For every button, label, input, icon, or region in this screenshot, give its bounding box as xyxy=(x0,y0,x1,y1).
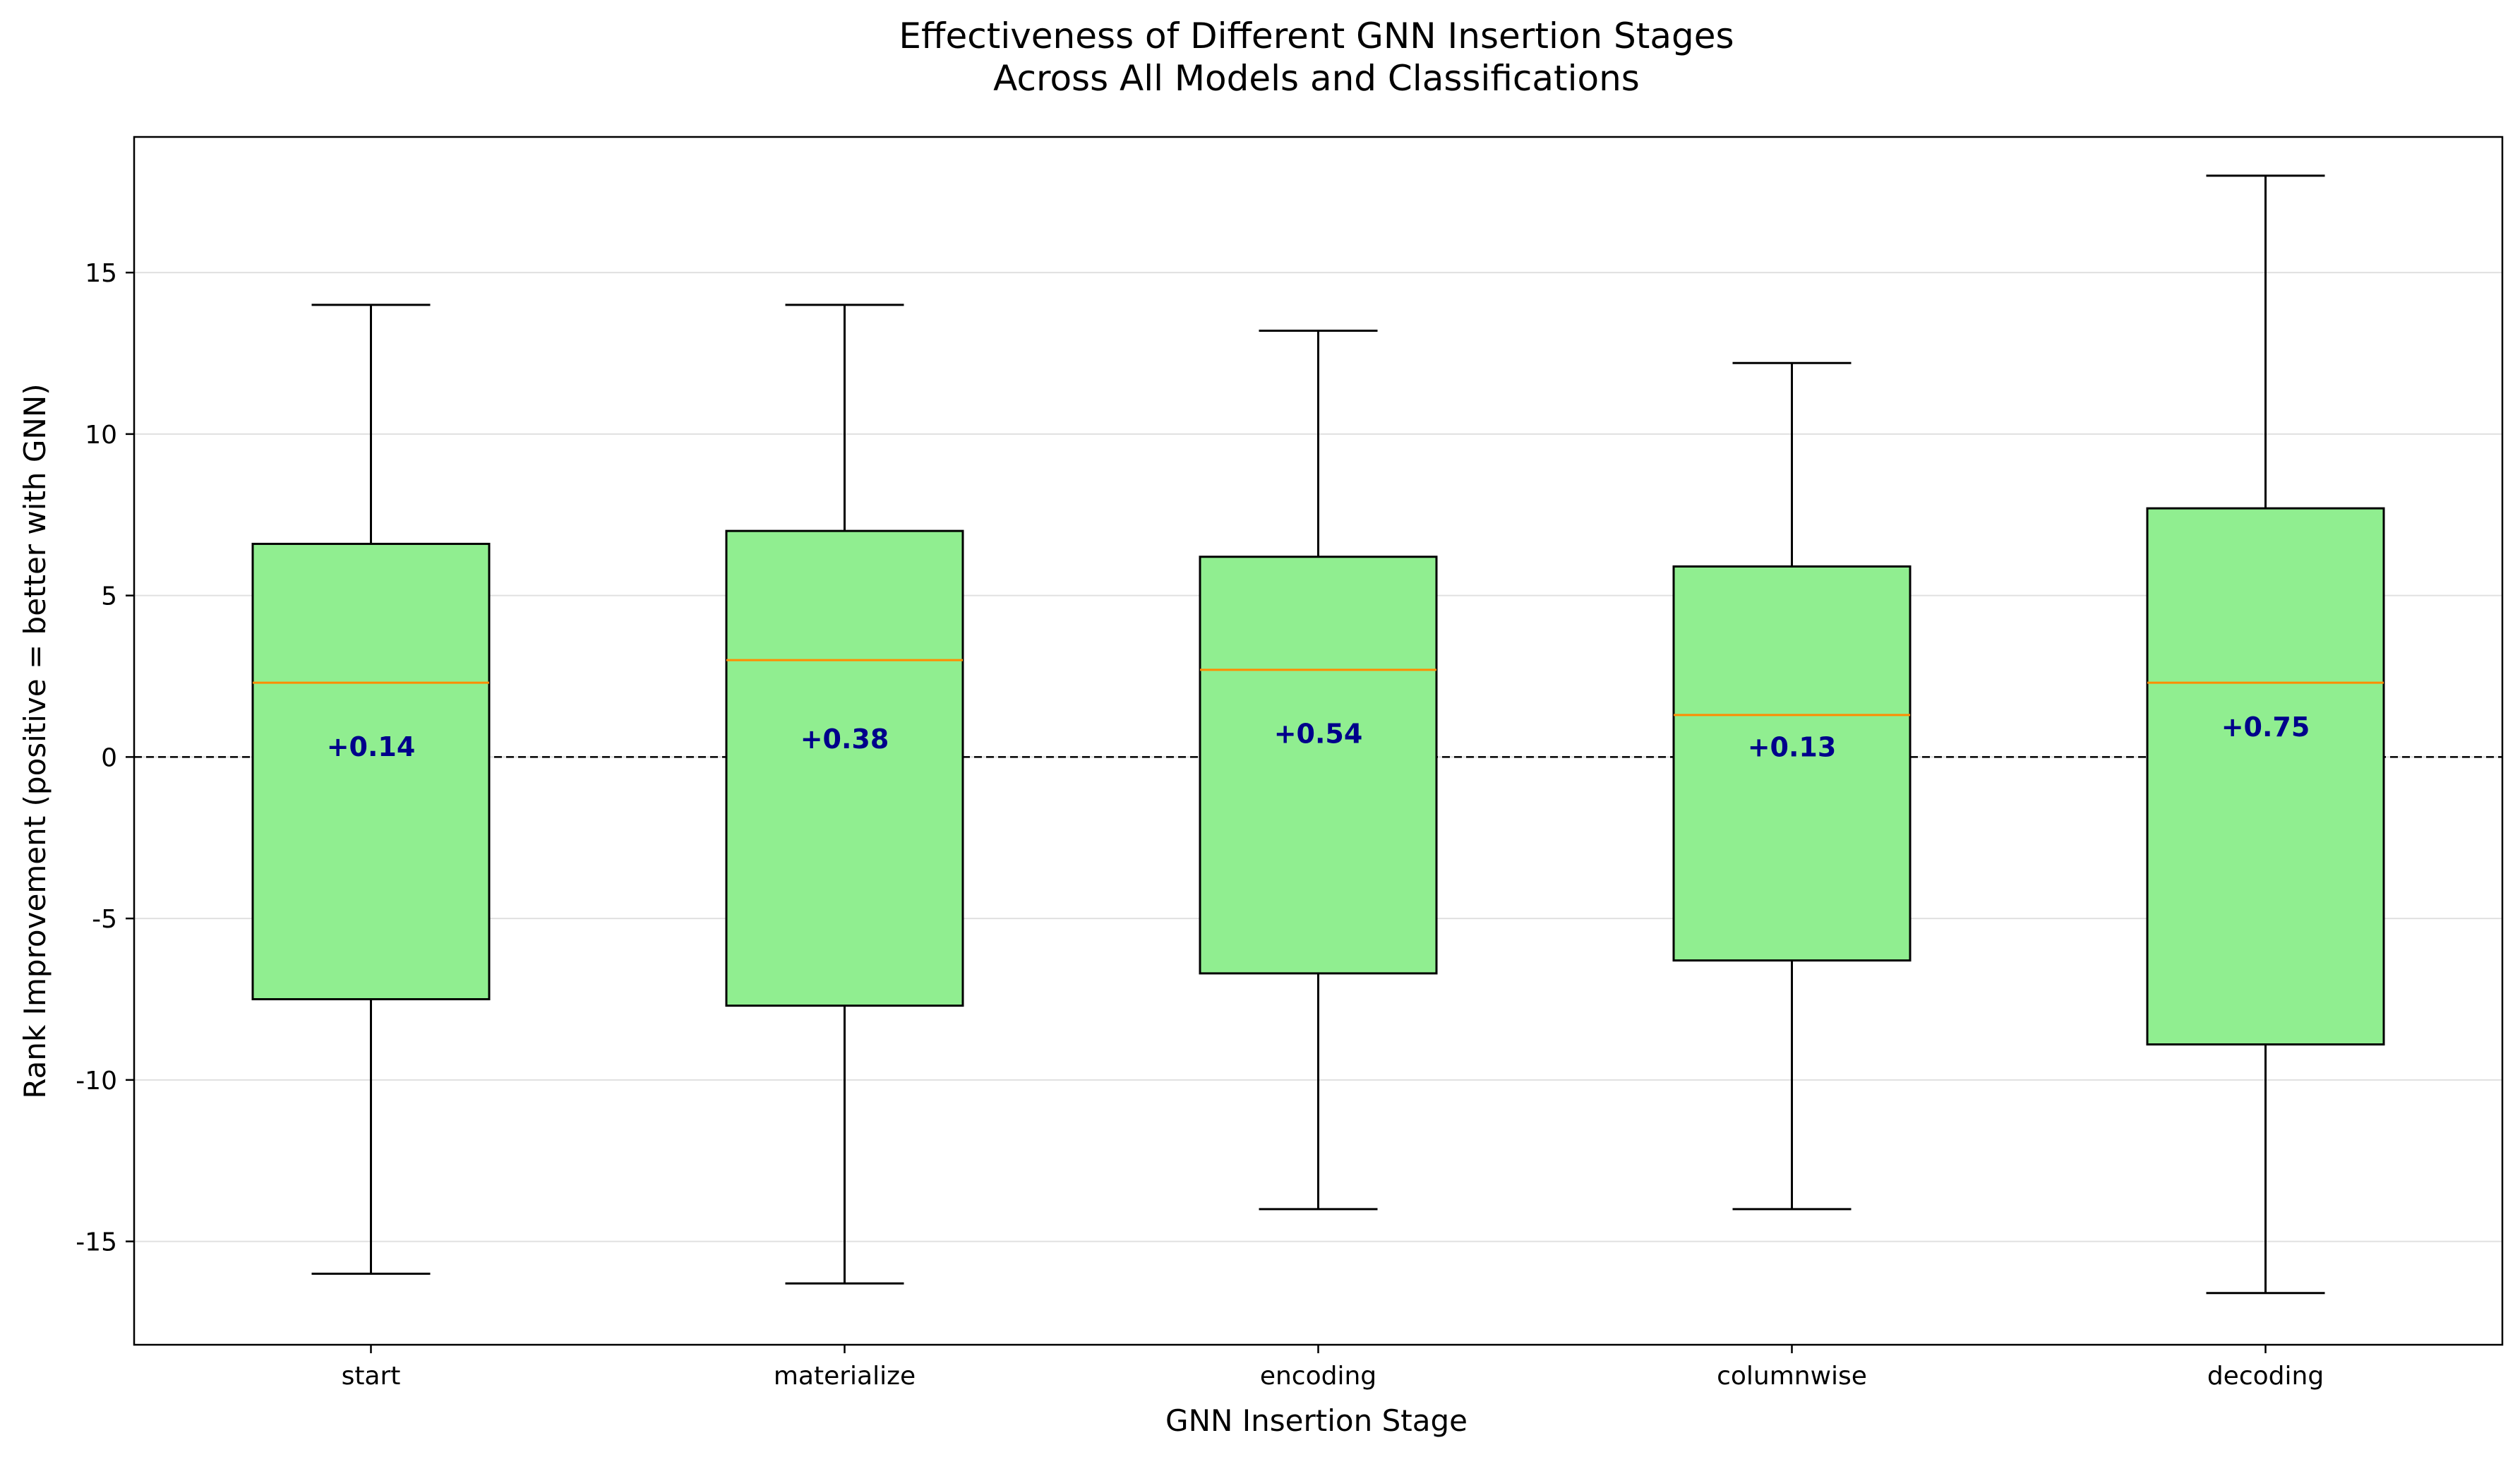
mean-label-columnwise: +0.13 xyxy=(1748,731,1837,762)
mean-label-decoding: +0.75 xyxy=(2221,712,2310,743)
y-axis-label: Rank Improvement (positive = better with… xyxy=(18,383,52,1098)
iqr-box xyxy=(725,529,964,1007)
iqr-box xyxy=(1199,556,1438,975)
x-axis-label: GNN Insertion Stage xyxy=(1165,1403,1468,1438)
y-tick-label: -10 xyxy=(76,1067,117,1096)
y-tick-label: 15 xyxy=(85,259,117,288)
box-encoding xyxy=(1199,329,1438,1211)
y-tick-label: 5 xyxy=(101,582,117,611)
iqr-box xyxy=(1672,565,1912,962)
y-tick-label: 0 xyxy=(101,743,117,772)
mean-label-materialize: +0.38 xyxy=(800,724,889,755)
box-start xyxy=(251,304,491,1275)
y-tick-label: -5 xyxy=(92,905,117,934)
y-tick-label: 10 xyxy=(85,421,117,450)
y-tick-label: -15 xyxy=(76,1228,117,1257)
chart-subtitle: Across All Models and Classifications xyxy=(993,58,1640,99)
x-tick-label-encoding: encoding xyxy=(1260,1362,1376,1391)
axis-ticks: -15 -10 -5 0 5 10 15 start materialize encoding co… xyxy=(76,259,2324,1391)
mean-label-start: +0.14 xyxy=(327,731,416,762)
iqr-box xyxy=(2146,507,2385,1046)
mean-labels-group: +0.14 +0.38 +0.54 +0.13 +0.75 xyxy=(327,712,2310,762)
boxes-group xyxy=(251,174,2385,1295)
box-columnwise xyxy=(1672,361,1912,1211)
x-tick-label-decoding: decoding xyxy=(2207,1362,2324,1391)
iqr-box xyxy=(251,542,491,1000)
x-tick-label-columnwise: columnwise xyxy=(1717,1362,1867,1391)
mean-label-encoding: +0.54 xyxy=(1274,719,1363,750)
chart-title: Effectiveness of Different GNN Insertion… xyxy=(899,16,1734,56)
x-tick-label-start: start xyxy=(342,1362,401,1391)
box-materialize xyxy=(725,304,964,1285)
box-decoding xyxy=(2146,174,2385,1295)
x-tick-label-materialize: materialize xyxy=(774,1362,916,1391)
